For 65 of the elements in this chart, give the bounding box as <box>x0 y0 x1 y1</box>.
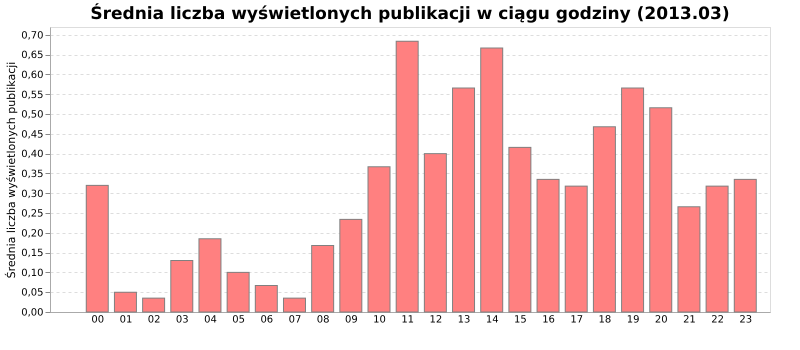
x-tick-label: 16 <box>542 314 555 326</box>
x-tick-label: 23 <box>739 314 752 326</box>
bar <box>734 178 757 312</box>
bar <box>339 218 362 312</box>
x-tick-label: 10 <box>373 314 386 326</box>
x-tick-label: 20 <box>654 314 668 326</box>
x-tick-label: 02 <box>148 314 160 326</box>
x-tick-label: 18 <box>598 314 612 326</box>
bar <box>198 238 222 312</box>
x-tick-label: 12 <box>429 314 442 326</box>
y-tick-label: 0,45 <box>21 129 44 140</box>
y-tick-label: 0,55 <box>21 90 44 101</box>
x-tick-label: 11 <box>401 314 414 326</box>
bar <box>282 298 306 312</box>
bar <box>396 40 419 312</box>
x-tick-label: 13 <box>458 314 470 326</box>
bar <box>536 178 560 312</box>
y-tick-label: 0,30 <box>21 188 44 200</box>
x-tick-label: 05 <box>232 314 245 326</box>
y-tick-label: 0,35 <box>21 168 44 180</box>
x-tick-label: 07 <box>288 314 302 326</box>
y-axis-title: Średnia liczba wyświetlonych publikacji <box>4 62 18 278</box>
y-tick-label: 0,50 <box>21 110 44 121</box>
bar <box>311 245 334 312</box>
x-tick-label: 15 <box>514 314 527 326</box>
bar <box>564 186 588 312</box>
y-tick-label: 0,20 <box>21 228 44 240</box>
bar <box>424 153 447 312</box>
x-tick-label: 04 <box>204 314 217 326</box>
bar <box>621 87 644 312</box>
bar <box>142 298 166 312</box>
x-tick-label: 19 <box>626 314 640 326</box>
x-tick-label: 06 <box>260 314 274 326</box>
y-tick-label: 0,70 <box>21 30 44 42</box>
x-tick-label: 03 <box>176 314 189 326</box>
x-tick-label: 09 <box>344 314 358 326</box>
x-tick-label: 17 <box>570 314 584 326</box>
bar <box>508 146 532 312</box>
x-tick-label: 08 <box>316 314 330 326</box>
x-tick-label: 21 <box>683 314 696 326</box>
chart-title: Średnia liczba wyświetlonych publikacji w ciągu godziny (2013.03) <box>90 3 730 24</box>
bar <box>480 47 504 312</box>
x-tick-label: 22 <box>711 314 724 326</box>
bar <box>114 292 137 312</box>
bar <box>706 186 729 312</box>
bar <box>226 272 250 312</box>
y-tick-label: 0,10 <box>21 268 44 279</box>
bar <box>170 260 194 312</box>
bar <box>368 166 391 312</box>
y-tick-label: 0,15 <box>21 248 44 260</box>
y-tick-label: 0,60 <box>21 70 44 81</box>
x-tick-label: 00 <box>91 314 104 326</box>
y-tick-label: 0,05 <box>21 288 44 299</box>
x-tick-label: 14 <box>486 314 499 326</box>
y-tick-label: 0,00 <box>21 308 44 318</box>
y-tick-label: 0,40 <box>21 149 44 160</box>
y-tick-label: 0,25 <box>21 208 44 220</box>
bar <box>677 206 700 312</box>
bar <box>452 87 476 312</box>
bar <box>86 184 109 312</box>
bar <box>254 284 278 312</box>
y-tick-label: 0,65 <box>21 50 44 62</box>
bar <box>649 107 672 312</box>
bar <box>592 126 616 312</box>
x-tick-label: 01 <box>120 314 132 326</box>
